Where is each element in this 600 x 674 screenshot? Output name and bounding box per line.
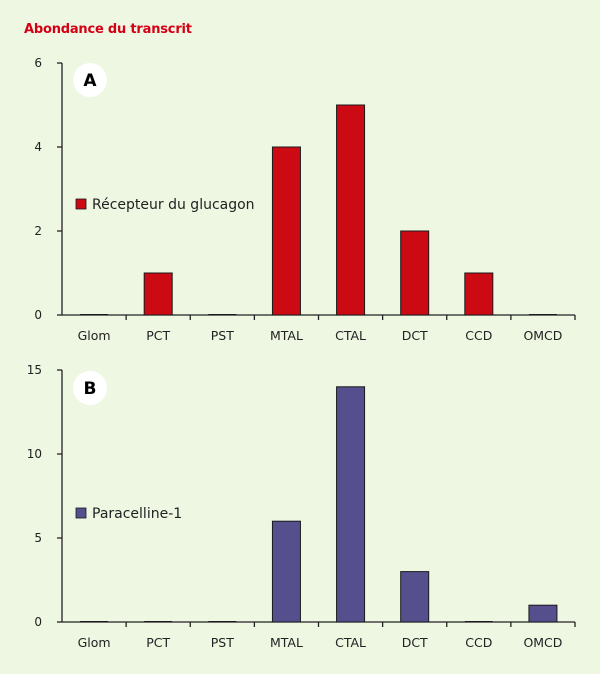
panel-b-legend-label: Paracelline-1: [92, 506, 182, 522]
panel-a-y-tick-label: 6: [34, 56, 42, 70]
panel-a-category-label: PST: [211, 328, 234, 343]
panel-a-category-label: CCD: [465, 328, 492, 343]
panel-b-bar: [528, 604, 558, 623]
panel-b-category-label: CTAL: [335, 635, 366, 650]
panel-b-bar: [271, 520, 301, 623]
panel-a-category-label: MTAL: [270, 328, 303, 343]
panel-b-badge-circle: [73, 371, 107, 405]
panel-b-category-label: PST: [211, 635, 234, 650]
panel-b-category-label: PCT: [146, 635, 170, 650]
panel-b-y-tick-label: 10: [27, 447, 42, 461]
panel-a-category-label: PCT: [146, 328, 170, 343]
panel-a-bar: [336, 104, 366, 316]
panel-b-y-tick-label: 5: [34, 531, 42, 545]
panel-a-bar: [464, 272, 494, 316]
panel-b-legend-swatch: [75, 507, 87, 519]
panel-a-category-label: CTAL: [335, 328, 366, 343]
panel-b-y-tick-label: 15: [27, 363, 42, 377]
panel-a-bar: [400, 230, 430, 316]
panel-a-category-label: OMCD: [523, 328, 562, 343]
panel-a-category-label: Glom: [78, 328, 111, 343]
panel-b-category-label: MTAL: [270, 635, 303, 650]
panel-a-category-label: DCT: [402, 328, 428, 343]
panel-a-legend-label: Récepteur du glucagon: [92, 197, 255, 213]
panel-a-badge-label: A: [83, 71, 97, 91]
panel-a-bar: [271, 146, 301, 316]
panel-b-y-tick-label: 0: [34, 615, 42, 629]
panel-a-y-tick-label: 0: [34, 308, 42, 322]
panel-b-badge-label: B: [84, 379, 97, 399]
panel-b-category-label: CCD: [465, 635, 492, 650]
y-axis-title: Abondance du transcrit: [24, 22, 192, 37]
panel-a-legend-swatch: [75, 198, 87, 210]
panel-b-bar: [400, 571, 430, 623]
panel-a-bar: [143, 272, 173, 316]
panel-b-category-label: DCT: [402, 635, 428, 650]
panel-a-badge-circle: [73, 63, 107, 97]
panel-b-category-label: OMCD: [523, 635, 562, 650]
panel-b-bar: [336, 386, 366, 623]
panel-b-category-label: Glom: [78, 635, 111, 650]
panel-a-y-tick-label: 4: [34, 140, 42, 154]
panel-a-y-tick-label: 2: [34, 224, 42, 238]
